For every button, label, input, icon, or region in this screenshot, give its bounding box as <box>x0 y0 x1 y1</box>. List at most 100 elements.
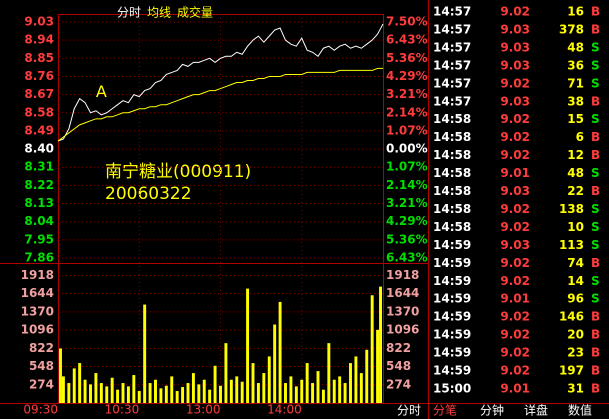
trade-side: B <box>591 94 600 108</box>
trade-volume: 22 <box>567 184 584 198</box>
percent-tick-label: 7.50% <box>386 15 428 29</box>
volume-bar <box>132 375 136 403</box>
trade-price: 9.02 <box>500 256 530 270</box>
volume-tick-label-right: 1644 <box>386 286 419 300</box>
volume-bar <box>121 383 125 403</box>
volume-bar <box>262 373 266 403</box>
volume-bar <box>143 304 147 403</box>
trade-side: B <box>591 346 600 360</box>
trade-price: 9.01 <box>500 292 530 306</box>
volume-bar <box>273 324 277 403</box>
volume-bar <box>359 373 363 403</box>
volume-bar <box>343 383 347 403</box>
volume-bar <box>365 349 369 403</box>
volume-bar <box>175 391 179 403</box>
trade-time: 14:59 <box>433 346 471 360</box>
trade-volume: 15 <box>567 112 584 126</box>
trade-side: S <box>591 238 600 252</box>
trade-price: 9.02 <box>500 148 530 162</box>
trade-time: 15:00 <box>433 381 471 395</box>
tab[interactable]: 详盘 <box>524 403 548 418</box>
volume-bar <box>224 343 228 403</box>
percent-tick-label: 5.36% <box>386 232 428 246</box>
trade-price: 9.02 <box>500 76 530 90</box>
trade-time: 14:58 <box>433 202 471 216</box>
volume-bar <box>78 363 82 403</box>
trade-volume: 48 <box>567 40 584 54</box>
volume-tick-label: 1918 <box>21 268 54 282</box>
trade-side: B <box>591 364 600 378</box>
trade-volume: 23 <box>567 346 584 360</box>
percent-tick-label: 4.29% <box>386 69 428 83</box>
volume-bar <box>59 348 62 403</box>
trade-price: 9.03 <box>500 238 530 252</box>
volume-tick-label-right: 822 <box>386 341 411 355</box>
legend-label: 分时 <box>117 6 141 20</box>
percent-tick-label: 5.36% <box>386 51 428 65</box>
trade-volume: 197 <box>559 364 584 378</box>
volume-bar <box>191 373 195 403</box>
volume-bar <box>332 379 336 403</box>
price-line <box>57 23 384 142</box>
trade-time: 14:57 <box>433 58 471 72</box>
trade-side: B <box>591 130 600 144</box>
price-tick-label: 8.67 <box>24 87 54 101</box>
percent-tick-label: 1.07% <box>386 123 428 137</box>
volume-bar <box>305 363 309 403</box>
trade-price: 9.01 <box>500 166 530 180</box>
trade-price: 9.03 <box>500 40 530 54</box>
trade-side: B <box>591 328 600 342</box>
tab[interactable]: 分笔 <box>433 403 457 418</box>
trade-time: 14:59 <box>433 364 471 378</box>
time-tick-label: 13:00 <box>186 403 221 417</box>
trade-side: S <box>591 202 600 216</box>
price-tick-label: 9.03 <box>24 15 54 29</box>
trade-side: S <box>591 58 600 72</box>
trade-time: 14:58 <box>433 220 471 234</box>
volume-bar <box>105 386 109 403</box>
trade-price: 9.02 <box>500 310 530 324</box>
volume-bar <box>284 383 287 403</box>
volume-bar <box>278 301 282 403</box>
trade-time: 14:57 <box>433 22 471 36</box>
trade-side: S <box>591 292 600 306</box>
trade-side: B <box>591 5 600 19</box>
volume-bar <box>89 384 92 403</box>
trade-price: 9.01 <box>500 381 530 395</box>
volume-bar <box>99 383 103 403</box>
trade-price: 9.03 <box>500 184 530 198</box>
trade-price: 9.02 <box>500 328 530 342</box>
tab[interactable]: 数值 <box>568 403 592 418</box>
price-tick-label: 8.85 <box>24 51 54 65</box>
trade-volume: 36 <box>567 58 584 72</box>
volume-bar <box>186 383 190 403</box>
trade-side: B <box>591 310 600 324</box>
stock-date: 20060322 <box>105 184 192 204</box>
volume-bar <box>379 286 382 403</box>
volume-tick-label: 274 <box>29 377 54 391</box>
volume-tick-label-right: 1096 <box>386 323 419 337</box>
volume-bar <box>289 376 293 403</box>
volume-bar <box>370 295 374 403</box>
trade-time: 14:58 <box>433 112 471 126</box>
volume-bar <box>202 379 206 403</box>
trade-price: 9.02 <box>500 346 530 360</box>
tab[interactable]: 分钟 <box>480 403 504 418</box>
trade-volume: 20 <box>567 328 584 342</box>
volume-bar <box>159 388 163 403</box>
volume-bar <box>72 368 76 403</box>
volume-tick-label: 1370 <box>21 304 54 318</box>
volume-bar <box>251 363 255 403</box>
volume-bar <box>294 386 298 403</box>
time-tick-label: 10:30 <box>105 403 140 417</box>
trade-side: S <box>591 220 600 234</box>
percent-tick-label: 3.21% <box>386 87 428 101</box>
volume-bar <box>137 391 141 403</box>
trade-price: 9.02 <box>500 5 530 19</box>
trade-volume: 16 <box>567 5 584 19</box>
trade-price: 9.02 <box>500 274 530 288</box>
volume-bar <box>61 376 65 403</box>
trade-time: 14:58 <box>433 148 471 162</box>
tab[interactable]: 分时 <box>397 404 421 418</box>
